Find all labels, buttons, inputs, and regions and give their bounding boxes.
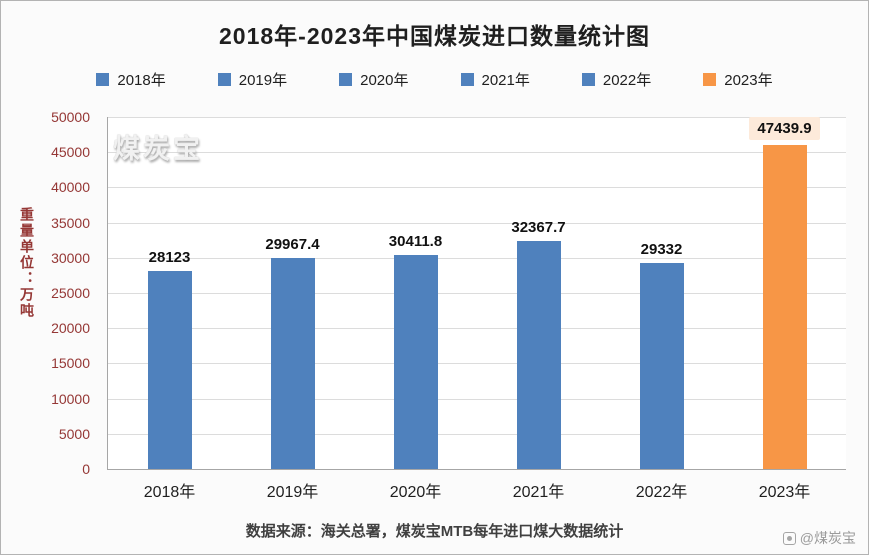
x-axis-label: 2019年 (266, 484, 319, 501)
gridline (108, 293, 846, 294)
gridline (108, 257, 846, 259)
legend-item: 2022年 (581, 69, 652, 90)
bar-2023年 (762, 145, 807, 469)
gridline (108, 222, 846, 224)
gridline (108, 328, 846, 330)
legend-swatch-icon (339, 73, 353, 86)
bar-2022年 (639, 262, 684, 469)
bar-2018年 (147, 271, 192, 469)
legend-swatch-icon (703, 73, 717, 86)
y-axis-tick-labels: 0 5000 10000 15000 20000 25000 30000 35000 40000… (1, 109, 98, 477)
bar-slot: 32367.7 (477, 117, 600, 469)
gridline (108, 433, 846, 435)
legend-item-label: 2020年 (360, 72, 409, 89)
y-axis-tick-label: 20000 (51, 320, 90, 337)
legend-swatch-icon (460, 73, 474, 86)
plot-area (107, 117, 846, 470)
legend-item-label: 2019年 (238, 72, 288, 89)
x-axis-label: 2023年 (758, 484, 811, 501)
y-axis-tick-label: 40000 (51, 179, 90, 196)
chart-title: 2018年-2023年中国煤炭进口数量统计图 (219, 23, 650, 49)
bar-slot: 47439.9 (723, 117, 846, 469)
y-axis-tick-label: 25000 (51, 285, 90, 301)
bar-value-label: 32367.7 (511, 219, 566, 237)
legend-swatch-icon (96, 73, 110, 86)
bar-2019年 (270, 258, 315, 469)
legend-item-label: 2023年 (724, 72, 773, 89)
legend-item: 2020年 (339, 69, 409, 90)
legend-item-label: 2021年 (481, 72, 530, 89)
y-axis-title: 重量单位：万吨 (19, 207, 35, 319)
y-axis-tick-label: 50000 (51, 109, 90, 125)
bar-value-label: 28123 (148, 249, 191, 267)
legend-swatch-icon (217, 73, 231, 86)
x-axis-label: 2022年 (635, 484, 688, 501)
gridline (108, 117, 846, 118)
bar-2020年 (393, 254, 438, 469)
y-axis-tick-label: 0 (82, 461, 90, 477)
legend-swatch-icon (581, 73, 595, 86)
bar-slot: 29332 (600, 117, 723, 469)
watermark-bottom-right-label: @煤炭宝 (799, 530, 856, 546)
legend-item: 2018年 (96, 69, 166, 90)
legend-item-label: 2018年 (117, 72, 166, 89)
legend-item: 2021年 (460, 69, 530, 90)
bars-layer: 28123 29967.4 30411.8 32367.7 29332 47439.9 (108, 117, 846, 469)
legend-item-label: 2022年 (602, 72, 652, 89)
y-axis-tick-label: 45000 (51, 144, 90, 161)
bar-value-label: 29967.4 (265, 236, 320, 254)
legend: 2018年 2019年 2020年 2021年 2022年 2023年 (1, 69, 868, 90)
y-axis-tick-label: 10000 (51, 390, 90, 407)
gridline (108, 187, 846, 189)
bar-value-label: 47439.9 (749, 117, 820, 140)
x-axis-label: 2018年 (143, 484, 196, 501)
gridline (108, 363, 846, 365)
bar-slot: 30411.8 (354, 117, 477, 469)
x-axis-labels: 2018年 2019年 2020年 2021年 2022年 2023年 (108, 478, 846, 502)
bar-value-label: 29332 (640, 240, 683, 258)
bar-2021年 (516, 241, 561, 469)
gridline (108, 398, 846, 400)
bar-slot: 28123 (108, 117, 231, 469)
bar-slot: 29967.4 (231, 117, 354, 469)
x-axis-label: 2020年 (389, 484, 442, 501)
camera-icon (782, 531, 796, 545)
watermark-bottom-right: @煤炭宝 (782, 528, 856, 548)
y-axis-tick-label: 30000 (51, 249, 90, 266)
y-axis-tick-label: 5000 (58, 425, 90, 442)
legend-item: 2019年 (217, 69, 288, 90)
y-axis-tick-label: 35000 (51, 214, 90, 231)
bar-value-label: 30411.8 (388, 232, 443, 250)
gridline (108, 152, 846, 154)
legend-item: 2023年 (703, 69, 773, 90)
source-text: 数据来源：海关总署，煤炭宝MTB每年进口煤大数据统计 (245, 523, 624, 540)
x-axis-label: 2021年 (512, 484, 565, 501)
y-axis-tick-label: 15000 (51, 355, 90, 372)
